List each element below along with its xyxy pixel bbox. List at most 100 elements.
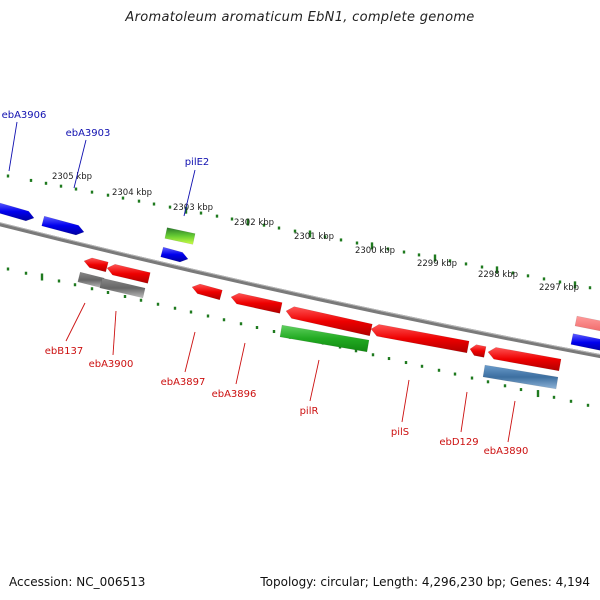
gene-pilS[interactable]	[370, 324, 470, 354]
lower-minor-tick	[90, 287, 94, 291]
lower-minor-tick	[106, 291, 110, 294]
upper-minor-tick	[168, 205, 172, 209]
minus-gene-label[interactable]: ebA3897	[161, 377, 206, 388]
upper-minor-tick	[464, 262, 468, 266]
minus-gene-label[interactable]: ebB137	[45, 346, 83, 357]
lower-minor-tick	[371, 353, 375, 357]
gene-ebB137[interactable]	[83, 257, 109, 273]
lower-minor-tick	[6, 267, 10, 271]
plus-gene-label[interactable]: ebA3903	[66, 128, 111, 139]
gene-ebD129[interactable]	[469, 344, 487, 358]
upper-minor-tick	[355, 241, 359, 245]
lower-minor-tick	[569, 399, 573, 403]
upper-minor-tick	[277, 226, 281, 230]
upper-minor-tick	[542, 277, 546, 281]
gene-pilR[interactable]	[279, 324, 370, 353]
scale-label: 2302 kbp	[234, 218, 274, 228]
label-leaders	[8, 121, 516, 443]
upper-major-tick	[370, 242, 374, 250]
upper-minor-tick	[588, 286, 592, 290]
scale-label: 2303 kbp	[173, 203, 213, 213]
minus-gene-label[interactable]: pilS	[391, 427, 409, 438]
plus-gene-label[interactable]: pilE2	[185, 157, 210, 168]
gene-features	[0, 202, 600, 390]
lower-minor-tick	[73, 283, 77, 287]
lower-minor-tick	[222, 318, 226, 322]
gene-ebA3900[interactable]	[106, 264, 151, 284]
lower-minor-tick	[470, 376, 474, 380]
lower-minor-tick	[255, 326, 259, 330]
upper-minor-tick	[137, 199, 141, 203]
lower-minor-tick	[519, 388, 523, 392]
scale-label: 2301 kbp	[294, 232, 334, 242]
scale-label: 2304 kbp	[112, 188, 152, 198]
lower-minor-tick	[420, 364, 424, 368]
lower-minor-tick	[586, 403, 590, 407]
gene-ebA3906[interactable]	[0, 202, 35, 222]
gene-unlabeled-red[interactable]	[285, 306, 373, 337]
upper-minor-tick	[526, 274, 530, 278]
lower-minor-tick	[173, 306, 177, 310]
leader-line	[309, 359, 320, 402]
upper-minor-tick	[199, 211, 203, 215]
map-title: Aromatoleum aromaticum EbN1, complete ge…	[125, 10, 475, 25]
upper-minor-tick	[152, 202, 156, 206]
upper-tick-track	[6, 174, 592, 290]
genome-summary-text: Topology: circular; Length: 4,296,230 bp…	[260, 575, 590, 589]
upper-major-tick	[573, 281, 577, 289]
leader-line	[401, 379, 410, 423]
minus-gene-label[interactable]: ebA3896	[212, 389, 257, 400]
upper-minor-tick	[29, 178, 33, 182]
lower-minor-tick	[139, 298, 143, 302]
lower-minor-tick	[387, 357, 391, 361]
lower-major-tick	[40, 273, 44, 281]
gene-unlabeled-steelblue[interactable]	[482, 364, 559, 390]
minus-gene-label[interactable]: pilR	[300, 406, 319, 417]
upper-minor-tick	[230, 217, 234, 221]
upper-minor-tick	[59, 184, 63, 188]
gene-ebA3890[interactable]	[487, 347, 562, 372]
gene-labels: ebA3906 ebA3903 pilE2 ebB137 ebA3900 ebA3897 e…	[2, 110, 529, 457]
scale-labels: 2305 kbp 2304 kbp 2303 kbp 2302 kbp 2301 kbp…	[52, 172, 579, 293]
gene-unlabeled-blue[interactable]	[160, 246, 189, 263]
lower-minor-tick	[24, 271, 28, 275]
gene-unlabeled-blue-right[interactable]	[570, 333, 600, 352]
upper-minor-tick	[480, 265, 484, 269]
upper-minor-tick	[74, 187, 78, 191]
accession-text: Accession: NC_006513	[9, 575, 146, 589]
leader-line	[235, 342, 246, 385]
upper-minor-tick	[448, 259, 452, 263]
upper-minor-tick	[215, 214, 219, 218]
scale-label: 2298 kbp	[478, 270, 518, 280]
gene-ebA3900-grey[interactable]	[99, 277, 146, 299]
leader-line	[184, 331, 196, 373]
gene-unlabeled-pink[interactable]	[574, 315, 600, 332]
plus-gene-label[interactable]: ebA3906	[2, 110, 47, 121]
scale-label: 2297 kbp	[539, 283, 579, 293]
leader-line	[73, 139, 87, 189]
upper-minor-tick	[323, 235, 327, 239]
minus-gene-label[interactable]: ebD129	[439, 437, 478, 448]
minus-gene-label[interactable]: ebA3900	[89, 359, 134, 370]
gene-ebA3897[interactable]	[191, 283, 223, 301]
upper-minor-tick	[90, 190, 94, 194]
scale-label: 2300 kbp	[355, 246, 395, 256]
upper-minor-tick	[106, 193, 110, 197]
gene-ebA3903[interactable]	[41, 215, 85, 236]
lower-minor-tick	[206, 314, 210, 318]
minus-gene-label[interactable]: ebA3890	[484, 446, 529, 457]
gene-unlabeled-grey[interactable]	[77, 271, 105, 289]
gene-ebA3896[interactable]	[230, 292, 283, 314]
lower-minor-tick	[272, 330, 276, 334]
upper-minor-tick	[121, 196, 125, 200]
lower-minor-tick	[156, 302, 160, 306]
leader-line	[460, 391, 468, 433]
lower-minor-tick	[57, 279, 61, 283]
lower-minor-tick	[503, 384, 507, 388]
lower-minor-tick	[354, 349, 358, 353]
gene-pilE2[interactable]	[164, 227, 196, 245]
lower-minor-tick	[453, 372, 457, 376]
upper-major-tick	[495, 266, 499, 274]
upper-minor-tick	[6, 174, 10, 178]
